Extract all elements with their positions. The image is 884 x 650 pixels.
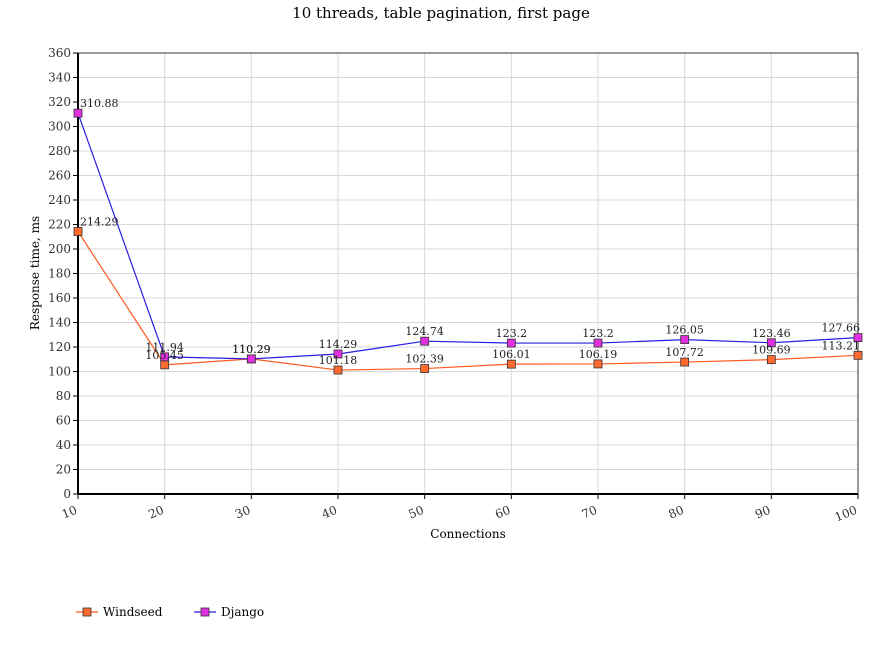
data-label: 123.2 — [582, 327, 614, 340]
data-label: 106.19 — [579, 348, 618, 361]
data-label: 107.72 — [665, 346, 704, 359]
series-line-django — [77, 112, 859, 360]
legend-marker — [82, 607, 92, 617]
data-label: 114.29 — [319, 338, 358, 351]
y-tick-label: 280 — [48, 144, 71, 158]
data-point — [680, 357, 690, 367]
y-tick-label: 360 — [48, 46, 71, 60]
data-label: 310.88 — [80, 97, 119, 110]
y-tick-label: 260 — [48, 169, 71, 183]
y-tick-label: 0 — [63, 487, 71, 501]
data-label: 124.74 — [405, 325, 444, 338]
x-tick-label: 100 — [833, 503, 859, 525]
series-layer — [73, 108, 863, 375]
data-point — [160, 352, 170, 362]
data-label: 102.39 — [405, 353, 444, 366]
data-point — [680, 335, 690, 344]
y-tick-label: 220 — [48, 218, 71, 232]
x-tick-label: 80 — [666, 503, 685, 522]
data-point — [593, 359, 603, 369]
data-label: 123.46 — [752, 327, 791, 340]
data-label: 110.29 — [232, 343, 271, 356]
legend-label-windseed: Windseed — [103, 605, 163, 619]
data-point — [853, 350, 863, 360]
data-label: 101.18 — [319, 354, 358, 367]
data-point — [246, 354, 256, 364]
data-label: 109.69 — [752, 344, 791, 357]
series-line-windseed — [77, 231, 859, 371]
y-tick-label: 300 — [48, 120, 71, 134]
x-tick-label: 40 — [320, 503, 339, 522]
data-label: 214.29 — [80, 215, 119, 228]
data-labels: 214.29 105.45 110.29 101.18 102.39 106.01 106.… — [80, 97, 860, 367]
data-point — [420, 336, 430, 346]
data-point — [506, 359, 516, 369]
y-tick-label: 40 — [56, 438, 71, 452]
y-tick-label: 320 — [48, 95, 71, 109]
data-label: 105.45 — [145, 349, 184, 362]
data-point — [593, 338, 603, 348]
x-tick-label: 20 — [146, 503, 165, 522]
data-point — [420, 364, 430, 373]
data-point — [160, 360, 170, 370]
data-label: 123.2 — [496, 327, 528, 340]
data-label: 111.94 — [145, 341, 184, 354]
data-point — [766, 355, 776, 365]
data-point — [73, 108, 83, 118]
x-tick-label: 30 — [233, 503, 252, 522]
axes: 0 20 40 60 80 100 120 140 160 180 200 220 240 260 280 3… — [48, 46, 859, 524]
y-axis-title: Response time, ms — [28, 216, 42, 330]
y-tick-label: 140 — [48, 316, 71, 330]
y-tick-label: 340 — [48, 71, 71, 85]
x-axis-title: Connections — [430, 527, 505, 541]
legend-label-django: Django — [221, 605, 264, 619]
y-tick-label: 80 — [56, 389, 71, 403]
data-label: 110.29 — [232, 343, 271, 356]
legend: Windseed Django — [76, 605, 264, 619]
x-tick-label: 70 — [580, 503, 599, 522]
y-tick-label: 20 — [56, 463, 71, 477]
x-tick-label: 10 — [60, 503, 79, 522]
y-tick-label: 100 — [48, 365, 71, 379]
data-point — [853, 333, 863, 343]
data-point — [73, 227, 83, 236]
x-tick-label: 90 — [753, 503, 772, 522]
data-point — [333, 349, 343, 359]
x-tick-label: 50 — [406, 503, 425, 522]
y-tick-label: 60 — [56, 414, 71, 428]
data-point — [506, 338, 516, 348]
y-tick-label: 240 — [48, 193, 71, 207]
y-tick-label: 180 — [48, 267, 71, 281]
chart-title: 10 threads, table pagination, first page — [292, 4, 590, 22]
y-tick-label: 200 — [48, 242, 71, 256]
x-tick-label: 60 — [493, 503, 512, 522]
grid — [78, 52, 859, 494]
data-label: 106.01 — [492, 348, 531, 361]
data-label: 126.05 — [665, 324, 704, 337]
data-label: 113.21 — [822, 339, 861, 352]
data-point — [766, 338, 776, 348]
legend-marker — [200, 607, 210, 617]
y-tick-label: 120 — [48, 340, 71, 354]
data-point — [333, 365, 343, 375]
data-label: 127.66 — [822, 322, 861, 335]
y-tick-label: 160 — [48, 291, 71, 305]
